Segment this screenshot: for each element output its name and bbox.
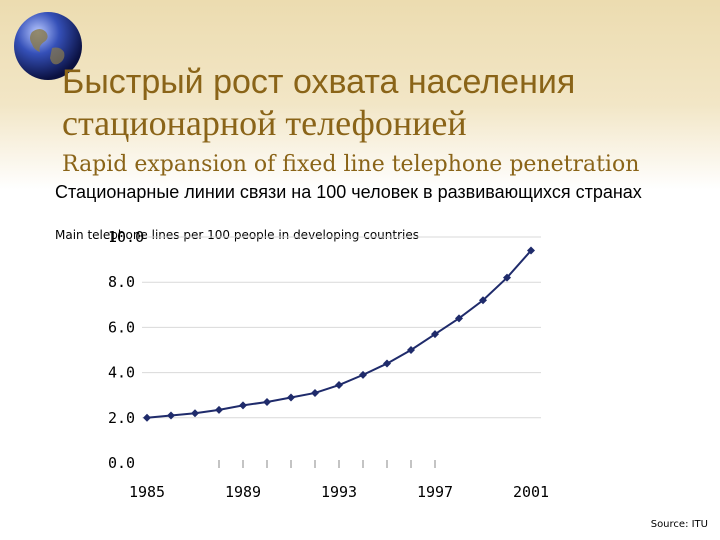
chart-title: Стационарные линии связи на 100 человек …	[55, 182, 642, 202]
x-tick-label: 2001	[513, 483, 549, 501]
world-map-background	[0, 0, 720, 190]
series-line	[146, 249, 532, 419]
source-note: Source: ITU	[650, 519, 708, 530]
data-point	[335, 381, 343, 390]
data-point	[167, 411, 175, 420]
x-tick-label: 1993	[321, 483, 357, 501]
slide-subtitle-en: Rapid expansion of fixed line telephone …	[62, 152, 640, 177]
x-tick-label: 1989	[225, 483, 261, 501]
y-tick-label: 2.0	[108, 409, 135, 427]
data-point	[263, 397, 271, 406]
slide-title: Быстрый рост охвата населения стационарн…	[62, 62, 575, 145]
y-tick-label: 0.0	[108, 454, 135, 472]
slide-title-line1: Быстрый рост охвата населения	[62, 63, 576, 101]
y-tick-label: 8.0	[108, 273, 135, 291]
slide-title-line2: стационарной телефонией	[62, 103, 467, 144]
data-point	[215, 405, 223, 414]
data-point	[407, 346, 415, 354]
data-point	[311, 388, 319, 397]
chart-subtitle: Main telephone lines per 100 people in d…	[55, 228, 419, 242]
data-point	[527, 246, 535, 255]
data-point	[287, 393, 295, 402]
y-tick-label: 4.0	[108, 364, 135, 382]
data-point	[383, 359, 391, 368]
data-point	[431, 330, 439, 339]
y-tick-label: 6.0	[108, 318, 135, 336]
x-tick-label: 1997	[417, 483, 453, 501]
globe-icon	[14, 12, 82, 80]
data-point	[143, 413, 151, 422]
x-tick-label: 1985	[129, 483, 165, 501]
data-point	[479, 296, 487, 305]
data-point	[239, 401, 247, 410]
data-point	[359, 370, 367, 379]
data-point	[191, 409, 199, 418]
data-point	[503, 273, 511, 282]
data-point	[455, 314, 463, 323]
y-tick-label: 10.0	[108, 228, 144, 246]
